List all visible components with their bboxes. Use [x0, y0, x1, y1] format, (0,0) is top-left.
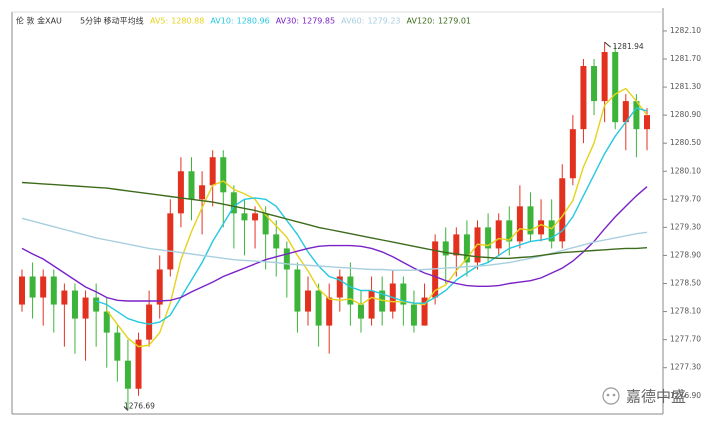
y-tick-label: 1278.90 — [670, 250, 701, 259]
legend-value: 1279.23 — [367, 17, 400, 26]
candle-body — [559, 178, 566, 242]
y-tick-label: 1278.50 — [670, 279, 701, 288]
chart-subtitle: 5分钟 移动平均线 — [80, 16, 144, 26]
watermark-icon — [602, 387, 620, 405]
y-tick-label: 1279.30 — [670, 222, 701, 231]
candle-body — [82, 297, 89, 319]
candle-body — [538, 220, 545, 235]
annotation-label: 1276.69 — [124, 401, 155, 410]
candle-body — [591, 66, 598, 102]
candle-body — [495, 220, 502, 249]
candle-body — [347, 276, 354, 305]
y-tick-label: 1276.90 — [670, 391, 701, 400]
candle-body — [93, 297, 100, 312]
watermark: 嘉德中盛 — [602, 387, 686, 406]
candle-body — [114, 332, 121, 361]
candle-body — [50, 276, 57, 305]
y-tick-label: 1282.10 — [670, 26, 701, 35]
chart-title: 伦 敦 金XAU — [16, 16, 62, 26]
candle-body — [569, 129, 576, 179]
ma-line — [95, 107, 648, 325]
candle-body — [305, 290, 312, 312]
candle-body — [230, 192, 237, 214]
candle-body — [527, 206, 534, 235]
candle-body — [61, 290, 68, 305]
candle-body — [410, 304, 417, 326]
candle-body — [633, 101, 640, 130]
candle-body — [156, 269, 163, 305]
candle-body — [71, 290, 78, 319]
candle-body — [273, 234, 280, 249]
candle-body — [421, 297, 428, 326]
candle-body — [252, 213, 259, 221]
candle-body — [442, 241, 449, 256]
candle-body — [103, 311, 110, 333]
candle-body — [294, 269, 301, 312]
candle-body — [336, 276, 343, 298]
candle-body — [29, 276, 36, 298]
candle-body — [400, 283, 407, 305]
legend-value: 1280.96 — [237, 17, 270, 26]
candle-body — [506, 220, 513, 242]
candle-body — [135, 339, 142, 389]
y-tick-label: 1277.70 — [670, 335, 701, 344]
y-tick-label: 1280.90 — [670, 110, 701, 119]
candle-body — [220, 157, 227, 193]
y-tick-label: 1281.30 — [670, 82, 701, 91]
candle-body — [326, 297, 333, 326]
legend-name: AV10: — [210, 17, 233, 26]
candle-body — [485, 227, 492, 249]
candle-body — [622, 101, 629, 123]
candle-body — [262, 213, 269, 235]
y-tick-label: 1277.30 — [670, 363, 701, 372]
candle-body — [283, 248, 290, 270]
candle-body — [453, 234, 460, 256]
candle-body — [188, 171, 195, 200]
candle-body — [241, 213, 248, 221]
legend-name: AV5: — [150, 17, 168, 26]
legend-value: 1279.01 — [438, 17, 471, 26]
candle-body — [209, 157, 216, 186]
candle-body — [379, 290, 386, 312]
watermark-icon — [606, 393, 610, 397]
legend-name: AV60: — [341, 17, 364, 26]
y-tick-label: 1280.50 — [670, 138, 701, 147]
legend-name: AV30: — [276, 17, 299, 26]
y-tick-label: 1279.70 — [670, 194, 701, 203]
y-tick-label: 1280.10 — [670, 166, 701, 175]
candle-body — [463, 234, 470, 263]
watermark-icon — [612, 393, 616, 397]
candle-body — [177, 171, 184, 214]
candle-body — [580, 66, 587, 130]
y-tick-label: 1278.10 — [670, 307, 701, 316]
legend-name: AV120: — [407, 17, 435, 26]
legend-value: 1279.85 — [302, 17, 335, 26]
candle-body — [146, 304, 153, 340]
candle-body — [601, 51, 608, 102]
candle-body — [357, 304, 364, 319]
annotation-label: 1281.94 — [613, 42, 644, 51]
candle-body — [516, 206, 523, 242]
y-tick-label: 1281.70 — [670, 54, 701, 63]
candle-body — [124, 360, 131, 389]
ma-line — [106, 87, 648, 348]
candle-body — [548, 220, 555, 242]
candle-body — [167, 213, 174, 270]
annotation-leader — [604, 41, 611, 48]
candle-body — [612, 51, 619, 123]
watermark-text: 嘉德中盛 — [626, 388, 686, 406]
candle-body — [19, 276, 25, 305]
candle-body — [40, 276, 47, 298]
annotation-leader — [123, 406, 129, 411]
candle-body — [199, 185, 206, 200]
legend-value: 1280.88 — [171, 17, 204, 26]
ma-line — [21, 181, 648, 259]
ma-line — [21, 186, 648, 302]
candle-body — [644, 115, 650, 130]
candle-body — [368, 290, 375, 319]
candles — [19, 42, 650, 411]
candle-body — [315, 290, 322, 326]
